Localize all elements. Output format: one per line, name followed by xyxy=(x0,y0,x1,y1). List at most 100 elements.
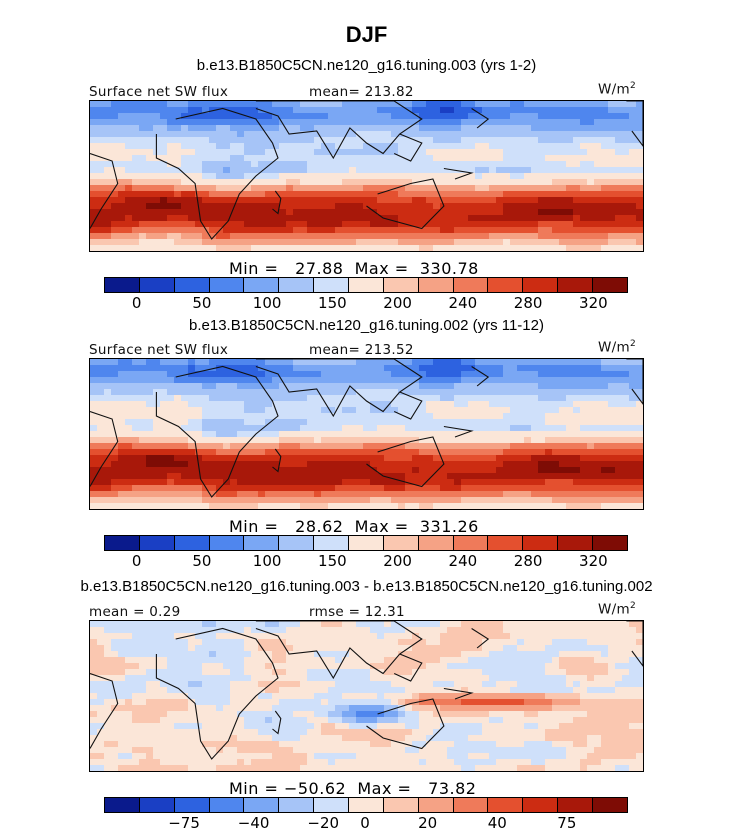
coastline xyxy=(255,101,423,160)
coastline xyxy=(90,410,119,487)
colorbar-swatch xyxy=(593,278,627,292)
colorbar-swatch xyxy=(244,536,280,550)
colorbar xyxy=(104,277,628,293)
units-label: W/m2 xyxy=(598,339,636,356)
center-header-label: mean= 213.82 xyxy=(309,84,414,100)
coastline xyxy=(626,621,643,667)
colorbar-swatch xyxy=(279,798,315,812)
page-title: DJF xyxy=(345,22,388,47)
colorbar-swatch xyxy=(558,278,594,292)
units-text: W/m xyxy=(598,339,630,356)
colorbar xyxy=(104,797,628,813)
colorbar-swatch xyxy=(139,798,175,812)
colorbar-swatch xyxy=(453,278,489,292)
case-label: b.e13.B1850C5CN.ne120_g16.tuning.003 - b… xyxy=(80,578,653,595)
coastline xyxy=(90,152,119,229)
coastline xyxy=(90,672,119,749)
coastline xyxy=(471,108,490,129)
colorbar-swatch xyxy=(488,798,524,812)
colorbar-tick-label: 75 xyxy=(557,814,577,832)
colorbar-swatch xyxy=(453,798,489,812)
colorbar-tick-label: 0 xyxy=(360,814,370,832)
colorbar-swatch xyxy=(209,278,245,292)
coastline xyxy=(272,448,282,473)
units-label: W/m2 xyxy=(598,81,636,98)
coastline xyxy=(626,101,643,147)
colorbar xyxy=(104,535,628,551)
coastline xyxy=(393,653,423,682)
colorbar-tick-label: −40 xyxy=(237,814,270,832)
coastline xyxy=(155,627,279,760)
colorbar-tick-label: 280 xyxy=(513,552,543,570)
colorbar-tick-label: 150 xyxy=(318,552,347,570)
coastline xyxy=(393,133,423,162)
colorbar-swatch xyxy=(139,278,175,292)
units-exponent: 2 xyxy=(629,81,636,91)
colorbar-swatch xyxy=(244,798,280,812)
colorbar-tick-label: 100 xyxy=(252,294,282,312)
coastline xyxy=(155,107,279,240)
colorbar-tick-label: 50 xyxy=(192,294,212,312)
units-text: W/m xyxy=(598,81,630,98)
colorbar-swatch xyxy=(314,798,350,812)
colorbar-swatch xyxy=(105,536,140,550)
colorbar-swatch xyxy=(314,536,350,550)
colorbar-swatch xyxy=(488,536,524,550)
coastline xyxy=(443,425,474,438)
case-label: b.e13.B1850C5CN.ne120_g16.tuning.002 (yr… xyxy=(189,317,544,334)
coastline xyxy=(443,167,474,180)
colorbar-minmax: Min = 27.88 Max = 330.78 xyxy=(229,259,479,278)
colorbar-tick-label: 240 xyxy=(448,552,478,570)
colorbar-tick-label: 0 xyxy=(131,552,142,570)
colorbar-minmax: Min = 28.62 Max = 331.26 xyxy=(229,517,479,536)
coastline xyxy=(255,359,423,418)
map-panel xyxy=(89,100,644,252)
colorbar-swatch xyxy=(558,536,594,550)
colorbar-swatch xyxy=(349,536,384,550)
colorbar-tick-label: −20 xyxy=(307,814,340,832)
coastline xyxy=(471,366,490,387)
colorbar-tick-label: 150 xyxy=(318,294,347,312)
colorbar-swatch xyxy=(174,536,210,550)
colorbar-tick-label: 0 xyxy=(131,294,142,312)
colorbar-swatch xyxy=(523,536,559,550)
coastline xyxy=(272,190,282,215)
colorbar-tick-label: 100 xyxy=(252,552,282,570)
colorbar-swatch xyxy=(383,536,419,550)
colorbar-swatch xyxy=(279,536,315,550)
colorbar-tick-label: 200 xyxy=(383,294,412,312)
colorbar-swatch xyxy=(383,278,419,292)
colorbar-swatch xyxy=(244,278,280,292)
map-panel xyxy=(89,358,644,510)
colorbar-swatch xyxy=(593,536,627,550)
units-text: W/m xyxy=(598,601,630,618)
colorbar-tick-label: 200 xyxy=(383,552,412,570)
colorbar-swatch xyxy=(314,278,350,292)
colorbar-swatch xyxy=(349,278,384,292)
units-exponent: 2 xyxy=(629,339,636,349)
colorbar-minmax: Min = −50.62 Max = 73.82 xyxy=(229,779,477,798)
colorbar-tick-label: 320 xyxy=(579,552,608,570)
left-header-label: Surface net SW flux xyxy=(89,342,229,358)
map-field xyxy=(90,101,643,251)
colorbar-swatch xyxy=(523,278,559,292)
colorbar-tick-label: 50 xyxy=(192,552,212,570)
colorbar-swatch xyxy=(488,278,524,292)
colorbar-swatch xyxy=(418,278,454,292)
units-exponent: 2 xyxy=(629,601,636,611)
left-header-label: mean = 0.29 xyxy=(89,604,181,620)
colorbar-tick-label: 240 xyxy=(448,294,478,312)
units-label: W/m2 xyxy=(598,601,636,618)
map-field xyxy=(90,359,643,509)
colorbar-swatch xyxy=(174,798,210,812)
map-field xyxy=(90,621,643,771)
colorbar-swatch xyxy=(523,798,559,812)
colorbar-swatch xyxy=(558,798,594,812)
colorbar-swatch xyxy=(383,798,419,812)
coastline xyxy=(366,436,445,488)
colorbar-tick-label: 40 xyxy=(487,814,507,832)
coastline xyxy=(272,710,282,735)
coastline xyxy=(366,698,445,750)
map-panel xyxy=(89,620,644,772)
colorbar-swatch xyxy=(139,536,175,550)
